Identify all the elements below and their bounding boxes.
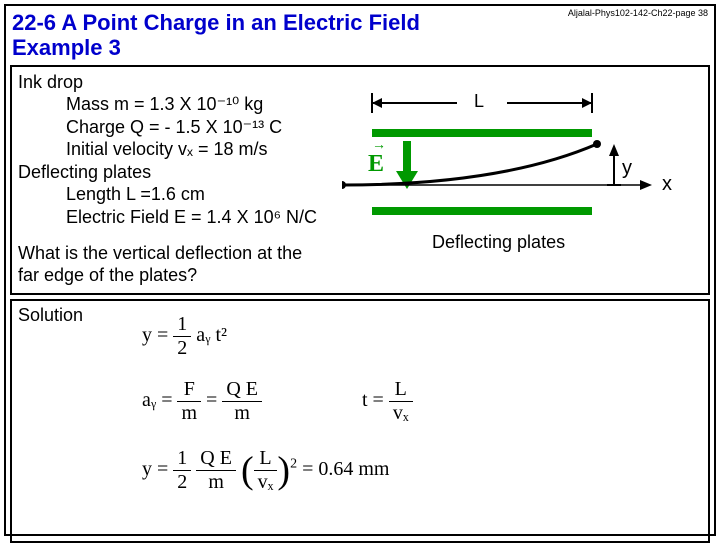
y-label: y	[622, 157, 632, 180]
solution-label: Solution	[18, 305, 83, 326]
diagram-plates-label: Deflecting plates	[432, 232, 565, 253]
L-label: L	[474, 91, 484, 112]
equation-1: y = 12 aᵧ t²	[142, 313, 662, 360]
equation-3: y = 12 Q Em (Lvₓ)2 = 0.64 mm	[142, 447, 662, 494]
solution-panel: Solution y = 12 aᵧ t² aᵧ = Fm = Q Em t =…	[10, 299, 710, 543]
E-label: →E	[368, 151, 384, 178]
question-text: What is the vertical deflection at the f…	[18, 243, 328, 286]
title-line2: Example 3	[12, 35, 708, 60]
problem-panel: Ink drop Mass m = 1.3 X 10⁻¹⁰ kg Charge …	[10, 65, 710, 295]
equation-2: aᵧ = Fm = Q Em t = Lvₓ	[142, 378, 662, 425]
equations: y = 12 aᵧ t² aᵧ = Fm = Q Em t = Lvₓ y = …	[142, 307, 662, 500]
diagram: L →E y x Deflecting plates	[342, 77, 702, 277]
x-label: x	[662, 173, 672, 196]
corner-citation: Aljalal-Phys102-142-Ch22-page 38	[568, 8, 708, 18]
